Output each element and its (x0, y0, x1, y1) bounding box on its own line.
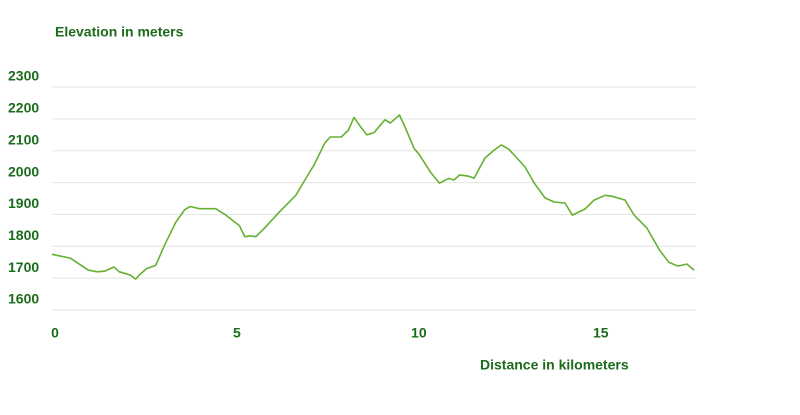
x-axis-title: Distance in kilometers (480, 357, 629, 373)
x-tick-label: 5 (233, 325, 241, 341)
y-tick-label: 2000 (8, 163, 39, 179)
y-axis-title: Elevation in meters (55, 24, 184, 40)
y-tick-label: 1900 (8, 195, 39, 211)
elevation-line (51, 114, 695, 280)
y-tick-label: 1800 (8, 227, 39, 243)
x-tick-label: 15 (593, 325, 609, 341)
y-tick-label: 2200 (8, 100, 39, 116)
y-tick-label: 2300 (8, 68, 39, 84)
y-tick-label: 2100 (8, 131, 39, 147)
y-tick-label: 1600 (8, 291, 39, 307)
y-tick-label: 1700 (8, 259, 39, 275)
x-tick-label: 10 (411, 325, 427, 341)
x-tick-label: 0 (51, 325, 59, 341)
